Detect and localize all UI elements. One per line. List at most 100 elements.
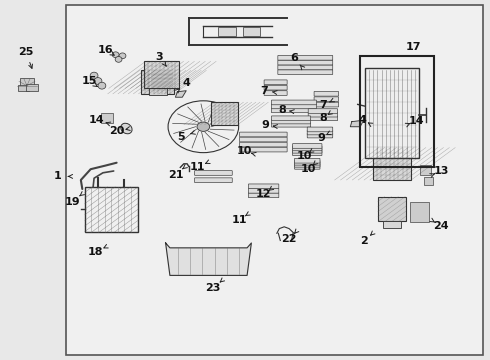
FancyBboxPatch shape — [308, 109, 338, 113]
Circle shape — [197, 122, 210, 131]
FancyBboxPatch shape — [195, 178, 232, 183]
FancyBboxPatch shape — [271, 119, 311, 124]
FancyBboxPatch shape — [314, 102, 339, 107]
Text: 13: 13 — [433, 166, 449, 176]
FancyBboxPatch shape — [307, 130, 333, 135]
Bar — [373, 148, 411, 180]
FancyBboxPatch shape — [271, 108, 317, 113]
Bar — [218, 27, 236, 36]
Text: 10: 10 — [236, 146, 252, 156]
FancyBboxPatch shape — [264, 91, 287, 95]
Bar — [18, 85, 29, 91]
Bar — [149, 87, 167, 95]
Text: 10: 10 — [297, 150, 313, 161]
FancyBboxPatch shape — [248, 189, 279, 193]
Bar — [85, 187, 138, 232]
Polygon shape — [350, 120, 364, 127]
FancyBboxPatch shape — [240, 142, 287, 147]
Text: 18: 18 — [88, 247, 103, 257]
Bar — [424, 177, 433, 185]
FancyBboxPatch shape — [314, 91, 339, 96]
FancyBboxPatch shape — [293, 144, 322, 148]
Text: 2: 2 — [360, 236, 368, 246]
Ellipse shape — [112, 52, 119, 58]
FancyBboxPatch shape — [278, 60, 333, 65]
FancyBboxPatch shape — [294, 165, 320, 169]
Text: 8: 8 — [319, 113, 327, 123]
FancyBboxPatch shape — [293, 146, 322, 151]
Bar — [66, 5, 483, 355]
FancyBboxPatch shape — [271, 100, 317, 105]
Bar — [378, 197, 406, 221]
Ellipse shape — [119, 53, 126, 59]
Bar — [101, 113, 113, 123]
Text: 7: 7 — [319, 100, 327, 110]
Text: 7: 7 — [261, 86, 269, 96]
Text: 5: 5 — [177, 132, 185, 142]
Ellipse shape — [90, 72, 98, 79]
FancyBboxPatch shape — [293, 151, 322, 156]
Text: 4: 4 — [182, 78, 190, 88]
FancyBboxPatch shape — [308, 112, 338, 117]
Bar — [243, 27, 260, 36]
FancyBboxPatch shape — [294, 158, 320, 163]
Bar — [26, 84, 38, 91]
FancyBboxPatch shape — [271, 122, 311, 127]
FancyBboxPatch shape — [308, 116, 338, 121]
FancyBboxPatch shape — [294, 161, 320, 165]
Text: 3: 3 — [155, 52, 163, 62]
Polygon shape — [166, 243, 251, 275]
Bar — [20, 78, 34, 86]
Text: 15: 15 — [81, 76, 97, 86]
FancyBboxPatch shape — [278, 70, 333, 75]
Bar — [141, 71, 174, 94]
Text: 1: 1 — [54, 171, 62, 181]
Text: 16: 16 — [98, 45, 113, 55]
Bar — [360, 56, 434, 167]
Text: 14: 14 — [89, 114, 104, 125]
Bar — [420, 165, 431, 175]
Text: 21: 21 — [168, 170, 183, 180]
Bar — [144, 61, 179, 88]
Ellipse shape — [115, 57, 122, 62]
FancyBboxPatch shape — [293, 148, 322, 153]
Text: 25: 25 — [18, 47, 34, 57]
Text: 23: 23 — [205, 283, 221, 293]
Text: 20: 20 — [109, 126, 124, 136]
FancyBboxPatch shape — [278, 55, 333, 60]
FancyBboxPatch shape — [264, 85, 287, 90]
Text: 11: 11 — [231, 215, 247, 225]
FancyBboxPatch shape — [307, 127, 333, 132]
FancyBboxPatch shape — [271, 104, 317, 109]
Text: 6: 6 — [290, 53, 298, 63]
FancyBboxPatch shape — [264, 80, 287, 85]
Bar — [384, 221, 400, 228]
FancyBboxPatch shape — [248, 184, 279, 189]
Text: 9: 9 — [262, 120, 270, 130]
Text: 8: 8 — [278, 105, 286, 115]
FancyBboxPatch shape — [271, 116, 311, 121]
FancyBboxPatch shape — [278, 65, 333, 70]
FancyBboxPatch shape — [248, 193, 279, 198]
FancyBboxPatch shape — [240, 147, 287, 152]
FancyBboxPatch shape — [195, 171, 232, 175]
FancyBboxPatch shape — [307, 133, 333, 138]
Text: 14: 14 — [409, 116, 424, 126]
FancyBboxPatch shape — [240, 132, 287, 137]
Text: 4: 4 — [359, 114, 367, 125]
FancyBboxPatch shape — [314, 97, 339, 102]
Text: 22: 22 — [281, 234, 297, 244]
Ellipse shape — [98, 82, 106, 89]
FancyBboxPatch shape — [240, 137, 287, 142]
Bar — [410, 202, 429, 222]
Text: 10: 10 — [301, 164, 317, 174]
Text: 12: 12 — [256, 189, 271, 199]
Text: 17: 17 — [406, 42, 421, 52]
Ellipse shape — [121, 123, 132, 134]
Text: 19: 19 — [65, 197, 80, 207]
Ellipse shape — [94, 78, 102, 85]
FancyBboxPatch shape — [294, 162, 320, 167]
Bar — [365, 68, 419, 158]
Text: 11: 11 — [189, 162, 205, 172]
Text: 24: 24 — [433, 221, 449, 231]
